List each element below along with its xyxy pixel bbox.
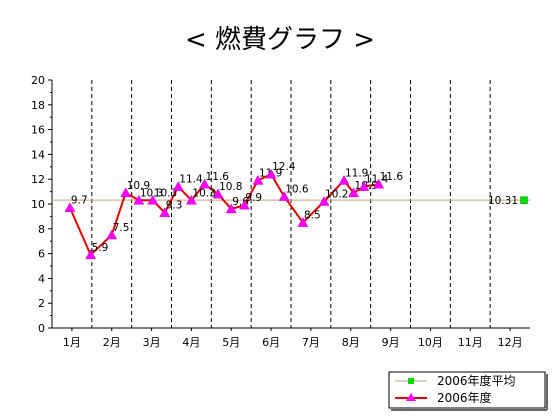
data-label: 5.9	[92, 242, 109, 254]
chart-title: < 燃費グラフ >	[185, 25, 375, 55]
data-label: 10.2	[325, 189, 348, 201]
data-point	[185, 194, 197, 205]
data-label: 11.4	[179, 174, 203, 186]
y-tick-label: 8	[38, 223, 45, 236]
data-point	[106, 229, 118, 240]
average-value-label: 10.31	[488, 195, 518, 207]
x-tick-label: 11月	[458, 336, 483, 349]
data-label: 12.4	[272, 161, 296, 173]
y-tick-label: 12	[31, 173, 45, 186]
data-point	[120, 187, 132, 198]
y-tick-label: 4	[38, 272, 45, 285]
data-point	[338, 174, 350, 185]
average-marker	[520, 196, 528, 204]
x-tick-label: 12月	[498, 336, 523, 349]
y-tick-label: 10	[31, 198, 45, 211]
y-tick-label: 20	[31, 74, 45, 87]
legend-average-marker	[408, 378, 414, 384]
x-tick-label: 5月	[222, 336, 240, 349]
x-tick-label: 7月	[302, 336, 320, 349]
y-tick-label: 2	[38, 297, 45, 310]
data-label: 11.9	[345, 167, 368, 179]
data-label: 11.6	[380, 171, 404, 183]
legend-series-marker	[406, 393, 416, 401]
legend-average-label: 2006年度平均	[437, 373, 516, 388]
data-point	[225, 203, 237, 214]
legend-series-label: 2006年度	[437, 390, 492, 405]
legend: 2006年度平均 2006年度	[388, 371, 548, 411]
data-point	[133, 194, 145, 205]
plot-area: 0 2 4 6 8 10 12 14 16 18 20 1月 2月 3月 4月 5月 6月 7月 8月 9月 10月 11…	[31, 74, 548, 411]
data-point	[373, 178, 385, 189]
y-tick-label: 16	[31, 124, 45, 137]
data-point	[358, 181, 370, 191]
data-point	[147, 194, 159, 205]
data-label: 10.3	[140, 187, 163, 199]
x-tick-label: 8月	[342, 336, 360, 349]
data-label: 9.7	[71, 195, 88, 207]
data-point	[238, 199, 250, 210]
data-point	[278, 191, 290, 201]
x-tick-label: 9月	[382, 336, 400, 349]
y-tick-label: 18	[31, 99, 45, 112]
x-tick-label: 3月	[143, 336, 161, 349]
data-point	[318, 196, 330, 206]
data-point	[212, 188, 224, 199]
data-label: 9.9	[245, 192, 262, 204]
x-tick-label: 10月	[418, 336, 443, 349]
data-label: 8.5	[304, 210, 321, 222]
series-line	[69, 172, 379, 257]
data-label: 10.3	[192, 187, 215, 199]
y-tick-label: 0	[38, 322, 45, 335]
data-point	[252, 174, 264, 185]
x-tick-label: 1月	[63, 336, 81, 349]
data-label: 10.3	[154, 187, 177, 199]
data-point	[64, 202, 76, 212]
x-tick-label: 2月	[103, 336, 121, 349]
x-tick-label: 6月	[262, 336, 280, 349]
data-label: 9.3	[166, 200, 183, 212]
y-tick-label: 6	[38, 248, 45, 261]
x-tick-label: 4月	[182, 336, 200, 349]
data-point	[265, 168, 277, 179]
y-tick-label: 14	[31, 148, 45, 161]
legend-box	[388, 371, 546, 409]
data-label: 10.8	[219, 181, 242, 193]
data-point	[348, 187, 359, 198]
data-label: 7.5	[113, 222, 130, 234]
data-label: 11.6	[206, 171, 230, 183]
data-point	[199, 178, 210, 189]
data-label: 10.6	[285, 184, 309, 196]
data-point	[85, 249, 97, 260]
data-label: 10.9	[127, 180, 150, 192]
data-point	[297, 217, 309, 227]
data-point	[159, 207, 171, 217]
data-label: 11.4	[365, 174, 389, 186]
data-point	[172, 181, 184, 191]
